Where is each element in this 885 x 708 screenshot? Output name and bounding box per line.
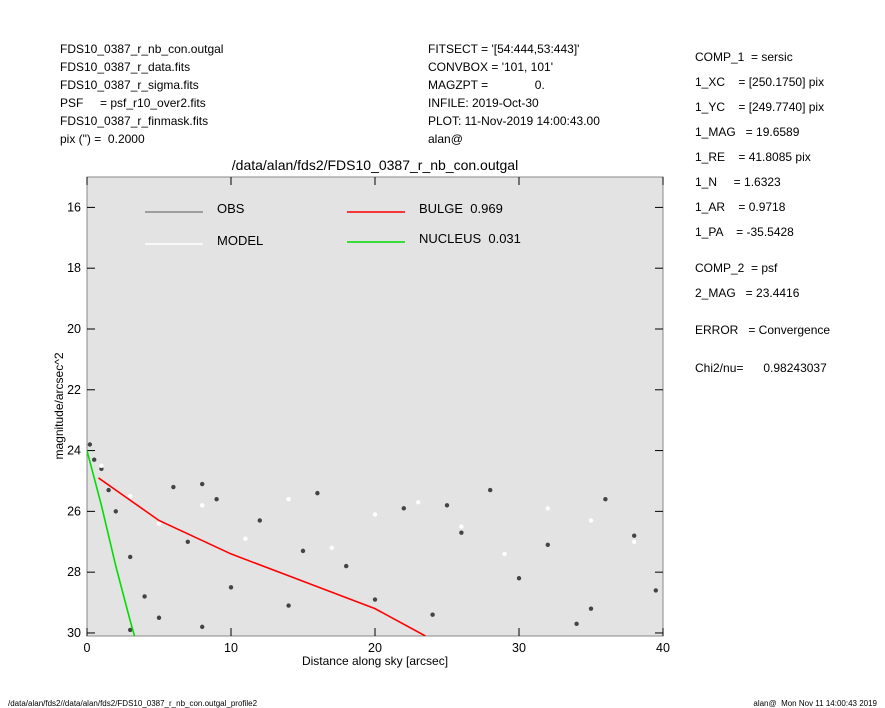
fit-parameter: 1_YC = [249.7740] pix <box>695 100 824 114</box>
data-point <box>416 500 421 505</box>
legend-label: NUCLEUS 0.031 <box>419 231 521 246</box>
x-tick-label: 0 <box>84 641 91 655</box>
header-left-line: PSF = psf_r10_over2.fits <box>60 96 206 110</box>
header-middle-line: FITSECT = '[54:444,53:443]' <box>428 42 579 56</box>
data-point <box>401 506 406 511</box>
y-tick-label: 28 <box>67 565 81 579</box>
data-point <box>344 563 349 569</box>
fit-parameter: 2_MAG = 23.4416 <box>695 286 800 300</box>
header-middle-line: MAGZPT = 0. <box>428 78 545 92</box>
header-middle-line: PLOT: 11-Nov-2019 14:00:43.00 <box>428 114 600 128</box>
y-tick-label: 26 <box>67 504 81 518</box>
chart-title: /data/alan/fds2/FDS10_0387_r_nb_con.outg… <box>232 157 518 173</box>
header-middle-line: CONVBOX = '101, 101' <box>428 60 553 74</box>
data-point <box>588 606 594 611</box>
y-tick-label: 18 <box>67 261 81 275</box>
data-point <box>329 545 334 551</box>
legend-label: BULGE 0.969 <box>419 201 503 216</box>
data-point <box>516 576 522 581</box>
header-middle-line: INFILE: 2019-Oct-30 <box>428 96 539 110</box>
y-tick-label: 22 <box>67 383 81 397</box>
fit-parameter: 1_N = 1.6323 <box>695 175 781 189</box>
fit-parameter: 1_AR = 0.9718 <box>695 200 786 214</box>
data-point <box>257 518 262 523</box>
data-point <box>603 497 608 502</box>
footer-left: /data/alan/fds2//data/alan/fds2/FDS10_03… <box>8 699 258 708</box>
data-point <box>430 612 435 617</box>
data-point <box>459 530 464 535</box>
header-left-line: pix (") = 0.2000 <box>60 132 145 146</box>
fit-parameter: 1_XC = [250.1750] pix <box>695 75 824 89</box>
data-point <box>142 594 147 599</box>
data-point <box>488 487 493 493</box>
header-left-line: FDS10_0387_r_sigma.fits <box>60 78 199 92</box>
header-left-line: FDS10_0387_r_finmask.fits <box>60 114 208 128</box>
data-point <box>228 585 234 590</box>
plot-area <box>86 176 664 637</box>
data-point <box>502 551 507 557</box>
header-middle-line: alan@ <box>428 132 463 146</box>
fit-parameter: Chi2/nu= 0.98243037 <box>695 361 827 375</box>
header-left-line: FDS10_0387_r_data.fits <box>60 60 190 74</box>
data-point <box>106 487 111 493</box>
data-point <box>545 506 550 511</box>
data-point <box>243 536 248 541</box>
data-point <box>92 457 97 462</box>
data-point <box>444 503 450 508</box>
data-point <box>632 533 637 538</box>
legend-label: OBS <box>217 201 245 216</box>
x-tick-label: 10 <box>224 641 238 655</box>
data-point <box>87 442 93 447</box>
fit-parameter: 1_PA = -35.5428 <box>695 225 794 239</box>
data-point <box>372 512 378 517</box>
plot-marks <box>87 442 658 636</box>
data-point <box>286 497 291 502</box>
x-tick-label: 30 <box>512 641 526 655</box>
data-point <box>545 542 550 548</box>
fit-parameter: COMP_1 = sersic <box>695 50 793 64</box>
y-tick-label: 20 <box>67 322 81 336</box>
data-point <box>653 588 658 593</box>
fit-parameter: COMP_2 = psf <box>695 261 778 275</box>
data-point <box>99 466 104 472</box>
data-point <box>200 624 205 630</box>
data-point <box>459 524 464 529</box>
y-tick-label: 30 <box>67 626 81 640</box>
data-point <box>372 597 378 602</box>
x-tick-label: 40 <box>656 641 670 655</box>
data-point <box>632 539 637 544</box>
data-point <box>214 497 219 502</box>
model-curve <box>98 477 426 636</box>
fit-parameter: ERROR = Convergence <box>695 323 830 337</box>
model-curve <box>87 450 136 636</box>
legend-label: MODEL <box>217 233 263 248</box>
data-point <box>156 615 162 620</box>
data-point <box>200 481 205 487</box>
data-point <box>300 548 306 554</box>
data-point <box>588 518 594 523</box>
y-tick-label: 16 <box>67 200 81 214</box>
x-tick-label: 20 <box>368 641 382 655</box>
data-point <box>185 539 190 544</box>
data-point <box>315 490 320 496</box>
data-point <box>171 484 176 490</box>
data-point <box>200 503 205 508</box>
fit-parameter: 1_RE = 41.8085 pix <box>695 150 811 164</box>
data-point <box>128 554 133 560</box>
data-point <box>128 493 133 499</box>
data-point <box>128 627 133 633</box>
data-point <box>286 603 291 608</box>
y-axis-label: magnitude/arcsec^2 <box>52 352 66 459</box>
header-left-line: FDS10_0387_r_nb_con.outgal <box>60 42 223 56</box>
footer-right: alan@ Mon Nov 11 14:00:43 2019 <box>753 699 877 708</box>
data-point <box>113 509 119 514</box>
fit-parameter: 1_MAG = 19.6589 <box>695 125 800 139</box>
data-point <box>574 621 579 627</box>
y-tick-label: 24 <box>67 444 81 458</box>
x-axis-label: Distance along sky [arcsec] <box>302 654 448 668</box>
data-point <box>156 521 162 526</box>
data-point <box>99 463 104 468</box>
